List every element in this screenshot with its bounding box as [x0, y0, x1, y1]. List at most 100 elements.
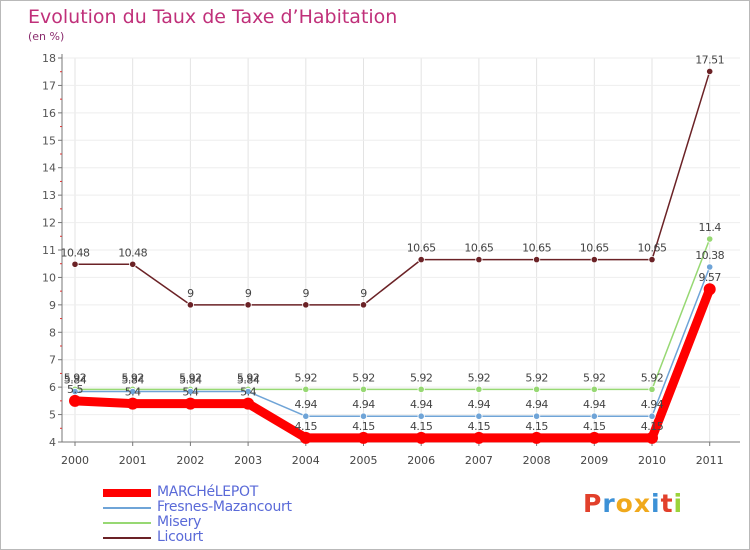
data-point	[588, 431, 601, 444]
y-tick-label: 6	[49, 381, 56, 394]
data-point	[186, 387, 194, 396]
data-point	[359, 412, 368, 420]
data-label: 9	[245, 287, 252, 300]
data-point	[648, 412, 656, 420]
data-point	[299, 431, 312, 444]
data-point	[706, 235, 714, 243]
data-label: 5.92	[468, 371, 491, 384]
data-label: 5.84	[121, 374, 144, 387]
x-tick-label: 2004	[292, 454, 320, 467]
legend-label: Fresnes-Mazancourt	[157, 499, 292, 515]
data-point	[71, 260, 79, 268]
data-point	[590, 412, 598, 420]
logo-letter: P	[583, 489, 603, 518]
series-line-marchélepot	[70, 284, 715, 443]
data-label: 4.94	[352, 398, 375, 411]
data-label: 10.48	[118, 246, 147, 259]
data-point	[71, 387, 79, 396]
data-label: 4.15	[295, 420, 318, 433]
data-label: 5.84	[179, 374, 202, 387]
data-label: 4.94	[641, 398, 664, 411]
legend-label: MARCHéLEPOT	[157, 484, 258, 500]
legend-swatch	[103, 536, 151, 539]
logo-letter: x	[633, 489, 651, 518]
data-label: 5.84	[237, 374, 260, 387]
data-label: 5.5	[67, 383, 83, 396]
data-label: 5.92	[121, 371, 144, 384]
data-label: 9	[360, 287, 367, 300]
x-tick-label: 2010	[638, 454, 666, 467]
data-point	[302, 412, 310, 420]
data-label: 4.94	[468, 398, 491, 411]
data-label: 11.4	[698, 221, 721, 234]
data-label: 5.92	[64, 371, 87, 384]
y-tick-label: 16	[42, 107, 56, 120]
data-point	[648, 255, 656, 264]
data-label: 5.92	[410, 371, 433, 384]
data-label: 9	[187, 287, 194, 300]
y-tick-label: 15	[42, 134, 56, 147]
data-label: 5.92	[352, 371, 375, 384]
x-tick-label: 2002	[176, 454, 204, 467]
data-point	[69, 394, 81, 407]
y-tick-label: 4	[49, 436, 56, 449]
data-label: 9	[303, 287, 310, 300]
logo-letter: r	[602, 489, 616, 518]
data-label: 4.15	[583, 420, 606, 433]
data-point	[590, 255, 598, 264]
legend-item: Licourt	[103, 530, 292, 545]
data-point	[475, 255, 483, 264]
y-tick-label: 10	[42, 271, 56, 284]
data-label: 4.15	[641, 420, 664, 433]
data-point	[706, 263, 714, 271]
data-label: 10.65	[638, 242, 667, 255]
legend-item: MARCHéLEPOT	[103, 485, 292, 500]
data-label: 4.94	[583, 398, 606, 411]
legend-item: Fresnes-Mazancourt	[103, 500, 292, 515]
proxiti-logo: Proxiti	[583, 489, 683, 518]
data-point	[302, 385, 310, 393]
data-label: 5.84	[64, 374, 87, 387]
data-point	[532, 385, 541, 393]
x-tick-label: 2008	[523, 454, 551, 467]
logo-letter: t	[660, 489, 674, 518]
legend-swatch	[103, 521, 151, 524]
data-label: 5.92	[641, 371, 664, 384]
x-tick-label: 2011	[696, 454, 724, 467]
y-tick-label: 7	[49, 354, 56, 367]
data-label: 5.4	[240, 386, 256, 399]
data-label: 17.51	[695, 53, 724, 66]
data-point	[415, 431, 428, 444]
legend-label: Misery	[157, 514, 202, 530]
data-label: 4.94	[410, 398, 433, 411]
y-tick-label: 13	[42, 189, 56, 202]
data-point	[417, 385, 425, 393]
data-label: 5.92	[525, 371, 548, 384]
y-tick-label: 18	[42, 52, 56, 65]
data-label: 9.57	[698, 271, 721, 284]
data-point	[359, 385, 368, 393]
data-point	[359, 301, 368, 309]
data-point	[244, 301, 252, 309]
data-label: 5.92	[179, 371, 202, 384]
data-label: 10.65	[580, 242, 609, 255]
x-tick-label: 2000	[61, 454, 89, 467]
data-point	[472, 431, 485, 444]
data-label: 4.15	[410, 420, 433, 433]
data-point	[475, 385, 483, 393]
data-label: 10.65	[522, 242, 551, 255]
data-label: 4.94	[295, 398, 318, 411]
series-line-misery	[74, 238, 711, 391]
data-point	[475, 412, 483, 420]
logo-letter: i	[651, 489, 661, 518]
y-tick-label: 8	[49, 326, 56, 339]
data-point	[648, 385, 656, 393]
data-point	[129, 387, 137, 396]
unit-label: (en %)	[28, 30, 65, 43]
x-tick-label: 2006	[407, 454, 435, 467]
x-tick-label: 2003	[234, 454, 262, 467]
legend-label: Licourt	[157, 529, 203, 545]
data-point	[532, 255, 541, 264]
